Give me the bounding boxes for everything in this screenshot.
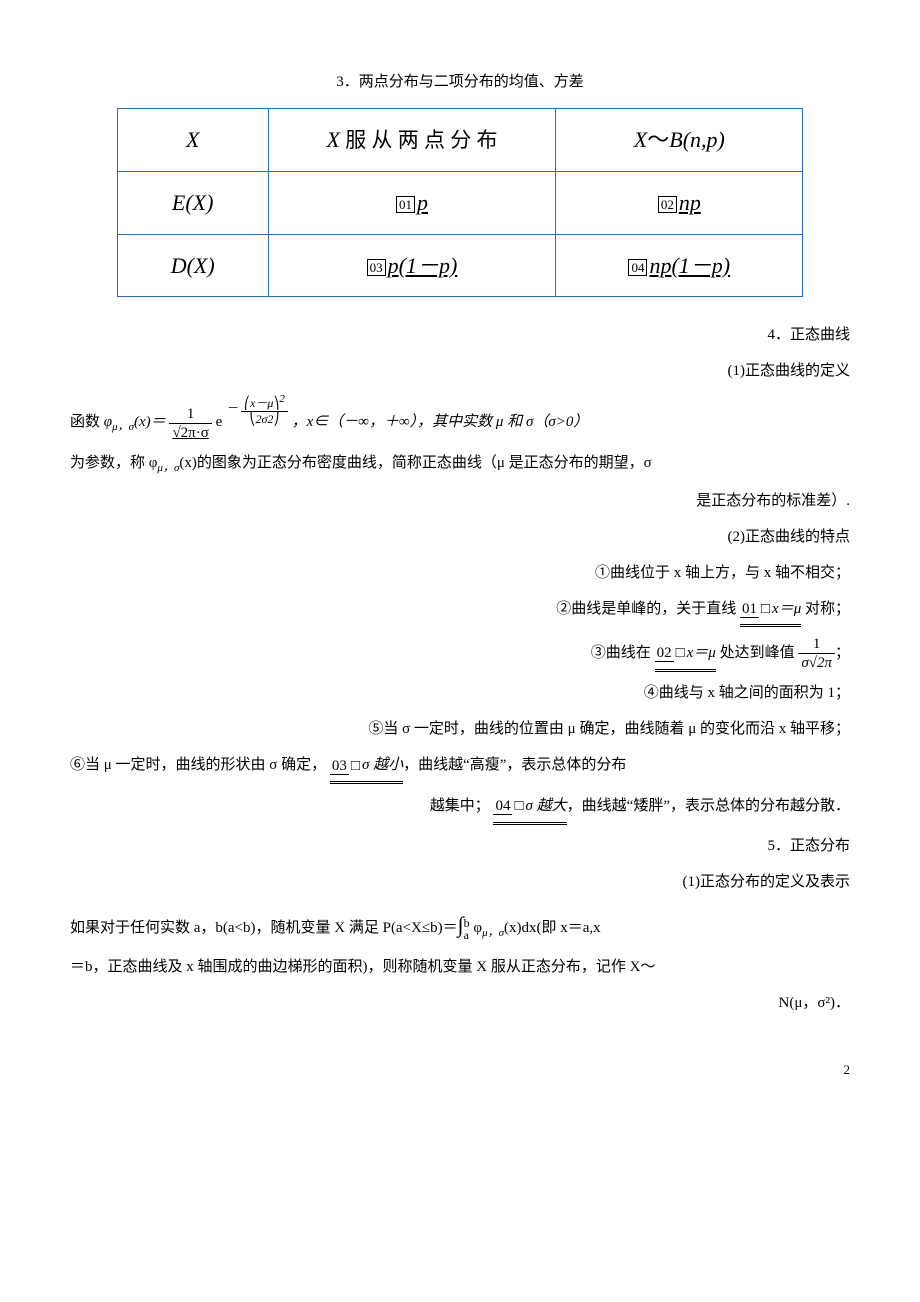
- table-row: D(X) 03p(1－p) 04np(1－p): [117, 234, 802, 297]
- fraction: 1 √2π·σ: [169, 405, 211, 442]
- e: e: [216, 415, 223, 431]
- feature-1: ①曲线位于 x 轴上方，与 x 轴不相交；: [70, 559, 850, 588]
- tail: ，x∈（－∞，＋∞），其中实数 μ 和 σ（σ>0）: [292, 415, 589, 431]
- text: ②曲线是单峰的，关于直线: [556, 601, 736, 617]
- heading-4: 4．正态曲线: [70, 321, 850, 350]
- cell-EX-binomial: 02np: [556, 171, 803, 234]
- blank-inline: 01□x＝μ: [740, 595, 801, 628]
- cell-DX: D(X): [117, 234, 268, 297]
- normal-definition-tail: 为参数，称 φμ，σ(x)的图象为正态分布密度曲线，简称正态曲线（μ 是正态分布…: [70, 449, 850, 479]
- text: 对称；: [805, 601, 850, 617]
- cell-EX-twopoint: 01p: [268, 171, 556, 234]
- cell-text: X: [634, 127, 647, 152]
- blank-box: 03: [367, 259, 386, 276]
- text: ，曲线越“高瘦”，表示总体的分布: [403, 757, 626, 773]
- phi: φ: [104, 415, 112, 431]
- cell-text: B(n,p): [669, 127, 725, 152]
- text: (x)dx(即 x＝a,x: [504, 920, 601, 936]
- text: ⑥当 μ 一定时，曲线的形状由 σ 确定，: [70, 757, 326, 773]
- normal-dist-def-1: 如果对于任何实数 a，b(a<b)，随机变量 X 满足 P(a<X≤b)＝∫ba…: [70, 904, 850, 946]
- frac-den: √2π·σ: [169, 424, 211, 442]
- blank-value: p(1－p): [388, 253, 458, 278]
- text: 为参数，称 φ: [70, 455, 157, 471]
- text: 函数: [70, 415, 104, 431]
- text: ③曲线在: [591, 645, 651, 661]
- normal-definition-formula: 函数 φμ，σ(x)＝ 1 √2π·σ e － ⎛x－μ⎞2 ⎝2σ2⎠ ，x∈…: [70, 393, 850, 441]
- th-binomial: X～B(n,p): [556, 109, 803, 172]
- text: 处达到峰值: [720, 645, 795, 661]
- text: ；: [835, 645, 850, 661]
- page-number: 2: [70, 1058, 850, 1083]
- frac-num: 1: [169, 405, 211, 424]
- cell-DX-binomial: 04np(1－p): [556, 234, 803, 297]
- feature-4: ④曲线与 x 轴之间的面积为 1；: [70, 679, 850, 708]
- blank-inline: 04□σ 越大: [493, 792, 566, 825]
- blank-box: 02: [658, 196, 677, 213]
- cell-text: 服 从 两 点 分 布: [340, 128, 498, 152]
- normal-definition-tail2: 是正态分布的标准差）.: [70, 487, 850, 516]
- text: (x)的图象为正态分布密度曲线，简称正态曲线（μ 是正态分布的期望，σ: [179, 455, 651, 471]
- eq: (x)＝: [134, 415, 166, 431]
- blank-inline: 02□x＝μ: [655, 639, 716, 672]
- th-two-point: X 服 从 两 点 分 布: [268, 109, 556, 172]
- heading-5-1: (1)正态分布的定义及表示: [70, 868, 850, 897]
- th-X: X: [117, 109, 268, 172]
- feature-3: ③曲线在 02□x＝μ 处达到峰值 1 σ√2π ；: [70, 635, 850, 672]
- heading-4-1: (1)正态曲线的定义: [70, 357, 850, 386]
- blank-inline: 03□σ 越小: [330, 751, 403, 784]
- peak-fraction: 1 σ√2π: [798, 635, 835, 672]
- blank-value: np(1－p): [649, 253, 730, 278]
- text: ，曲线越“矮胖”，表示总体的分布越分散．: [567, 798, 850, 814]
- table-row: E(X) 01p 02np: [117, 171, 802, 234]
- distribution-table: X X 服 从 两 点 分 布 X～B(n,p) E(X) 01p 02np D…: [117, 108, 803, 297]
- blank-box: 01: [396, 196, 415, 213]
- feature-5: ⑤当 σ 一定时，曲线的位置由 μ 确定，曲线随着 μ 的变化而沿 x 轴平移；: [70, 715, 850, 744]
- heading-4-2: (2)正态曲线的特点: [70, 523, 850, 552]
- text: φ: [470, 920, 482, 936]
- cell-EX: E(X): [117, 171, 268, 234]
- text: 越集中；: [430, 798, 490, 814]
- text: 如果对于任何实数 a，b(a<b)，随机变量 X 满足 P(a<X≤b)＝: [70, 920, 458, 936]
- feature-2: ②曲线是单峰的，关于直线 01□x＝μ 对称；: [70, 595, 850, 628]
- blank-box: 04: [628, 259, 647, 276]
- feature-6-line1: ⑥当 μ 一定时，曲线的形状由 σ 确定， 03□σ 越小 ，曲线越“高瘦”，表…: [70, 751, 850, 784]
- exponent: － ⎛x－μ⎞2 ⎝2σ2⎠: [226, 393, 288, 426]
- normal-dist-def-3: N(μ，σ²)．: [70, 989, 850, 1018]
- feature-6-line2: 越集中； 04□σ 越大 ，曲线越“矮胖”，表示总体的分布越分散．: [70, 792, 850, 825]
- cell-text: X: [327, 127, 340, 152]
- normal-dist-def-2: ＝b，正态曲线及 x 轴围成的曲边梯形的面积)，则称随机变量 X 服从正态分布，…: [70, 953, 850, 982]
- heading-3: 3．两点分布与二项分布的均值、方差: [70, 68, 850, 97]
- cell-DX-twopoint: 03p(1－p): [268, 234, 556, 297]
- sub-musigma: μ，σ: [157, 462, 179, 474]
- heading-5: 5．正态分布: [70, 832, 850, 861]
- blank-value: np: [679, 190, 701, 215]
- cell-text: ～: [647, 127, 669, 152]
- sub-musigma: μ，σ: [482, 927, 504, 939]
- sub-musigma: μ，σ: [112, 422, 134, 434]
- blank-value: p: [417, 190, 428, 215]
- table-row: X X 服 从 两 点 分 布 X～B(n,p): [117, 109, 802, 172]
